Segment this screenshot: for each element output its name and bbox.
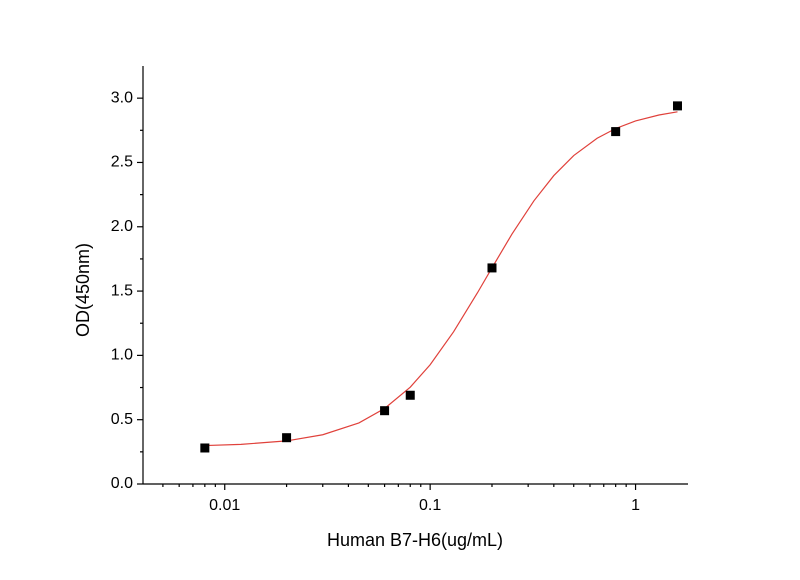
data-point (405, 390, 415, 400)
y-tick-label: 0.0 (111, 475, 133, 492)
data-point (672, 101, 682, 111)
y-axis-title: OD(450nm) (73, 243, 93, 337)
y-tick-label: 1.0 (111, 347, 133, 364)
data-point (200, 443, 210, 453)
y-tick-label: 2.5 (111, 154, 133, 171)
x-axis-title: Human B7-H6(ug/mL) (327, 530, 503, 550)
data-point (380, 406, 390, 416)
x-tick-label: 1 (631, 497, 640, 514)
y-tick-label: 0.5 (111, 411, 133, 428)
y-tick-label: 2.0 (111, 218, 133, 235)
x-tick-label: 0.1 (419, 497, 441, 514)
data-point (611, 127, 621, 137)
x-tick-label: 0.01 (209, 497, 240, 514)
y-tick-label: 3.0 (111, 89, 133, 106)
data-point (487, 263, 497, 273)
fit-curve (204, 111, 678, 447)
y-tick-label: 1.5 (111, 282, 133, 299)
data-point (282, 433, 292, 443)
